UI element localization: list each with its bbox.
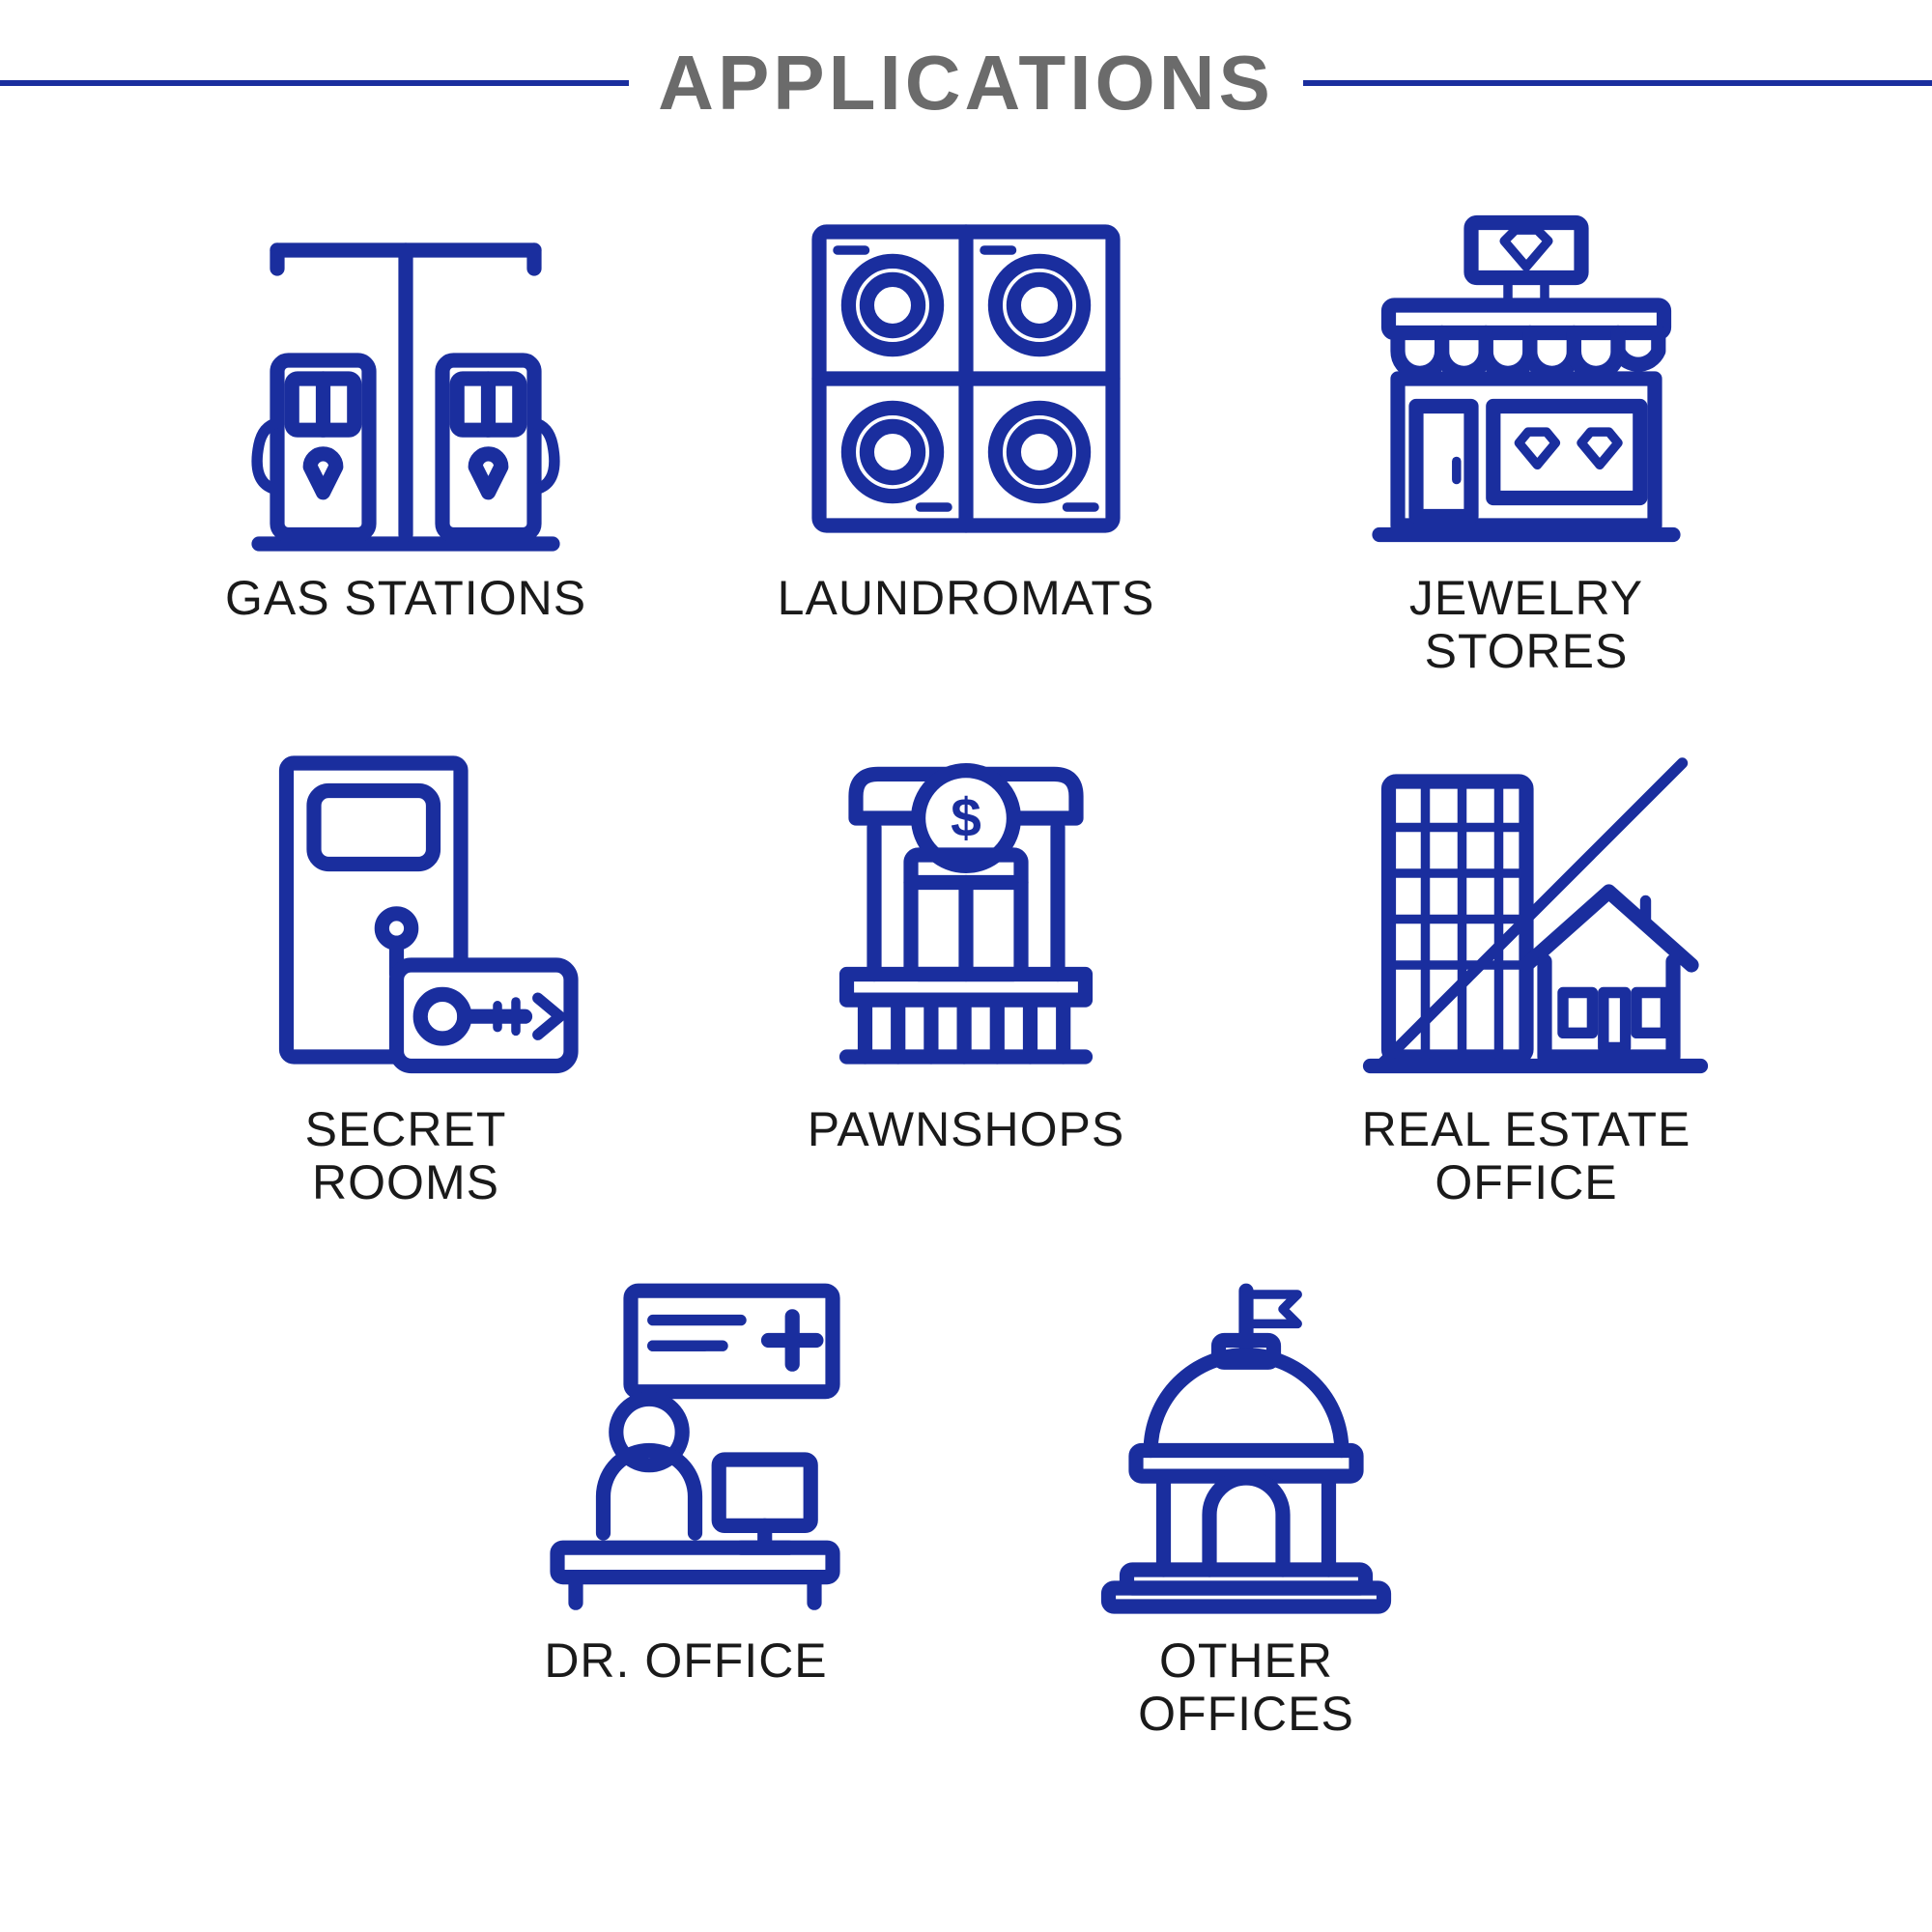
applications-grid: GAS STATIONS xyxy=(0,156,1932,1741)
app-label: REAL ESTATE OFFICE xyxy=(1362,1103,1691,1209)
app-item-pawnshops: $ xyxy=(753,726,1179,1209)
doctor-office-icon xyxy=(502,1258,869,1625)
app-item-laundromats: LAUNDROMATS xyxy=(753,195,1179,678)
pawnshop-icon: $ xyxy=(782,726,1150,1094)
page-title: APPLICATIONS xyxy=(629,39,1303,128)
header: APPLICATIONS xyxy=(0,0,1932,156)
secret-room-icon xyxy=(222,726,589,1094)
grid-row: SECRET ROOMS $ xyxy=(116,726,1816,1209)
app-label: DR. OFFICE xyxy=(544,1634,827,1688)
app-item-real-estate: REAL ESTATE OFFICE xyxy=(1314,726,1739,1209)
app-item-jewelry: JEWELRY STORES xyxy=(1314,195,1739,678)
app-label: GAS STATIONS xyxy=(225,572,586,625)
app-label: OTHER OFFICES xyxy=(1138,1634,1354,1741)
app-label: PAWNSHOPS xyxy=(808,1103,1124,1156)
laundromat-icon xyxy=(782,195,1150,562)
grid-row: GAS STATIONS xyxy=(116,195,1816,678)
app-label: JEWELRY STORES xyxy=(1409,572,1643,678)
header-rule-left xyxy=(0,80,629,86)
svg-text:$: $ xyxy=(951,787,981,849)
real-estate-icon xyxy=(1343,726,1710,1094)
header-rule-right xyxy=(1303,80,1932,86)
app-item-secret-rooms: SECRET ROOMS xyxy=(193,726,618,1209)
app-item-other-offices: OTHER OFFICES xyxy=(1034,1258,1459,1741)
jewelry-store-icon xyxy=(1343,195,1710,562)
app-label: LAUNDROMATS xyxy=(778,572,1155,625)
grid-row: DR. OFFICE xyxy=(116,1258,1816,1741)
app-item-dr-office: DR. OFFICE xyxy=(473,1258,898,1741)
gas-station-icon xyxy=(222,195,589,562)
app-item-gas-stations: GAS STATIONS xyxy=(193,195,618,678)
app-label: SECRET ROOMS xyxy=(305,1103,507,1209)
government-building-icon xyxy=(1063,1258,1430,1625)
